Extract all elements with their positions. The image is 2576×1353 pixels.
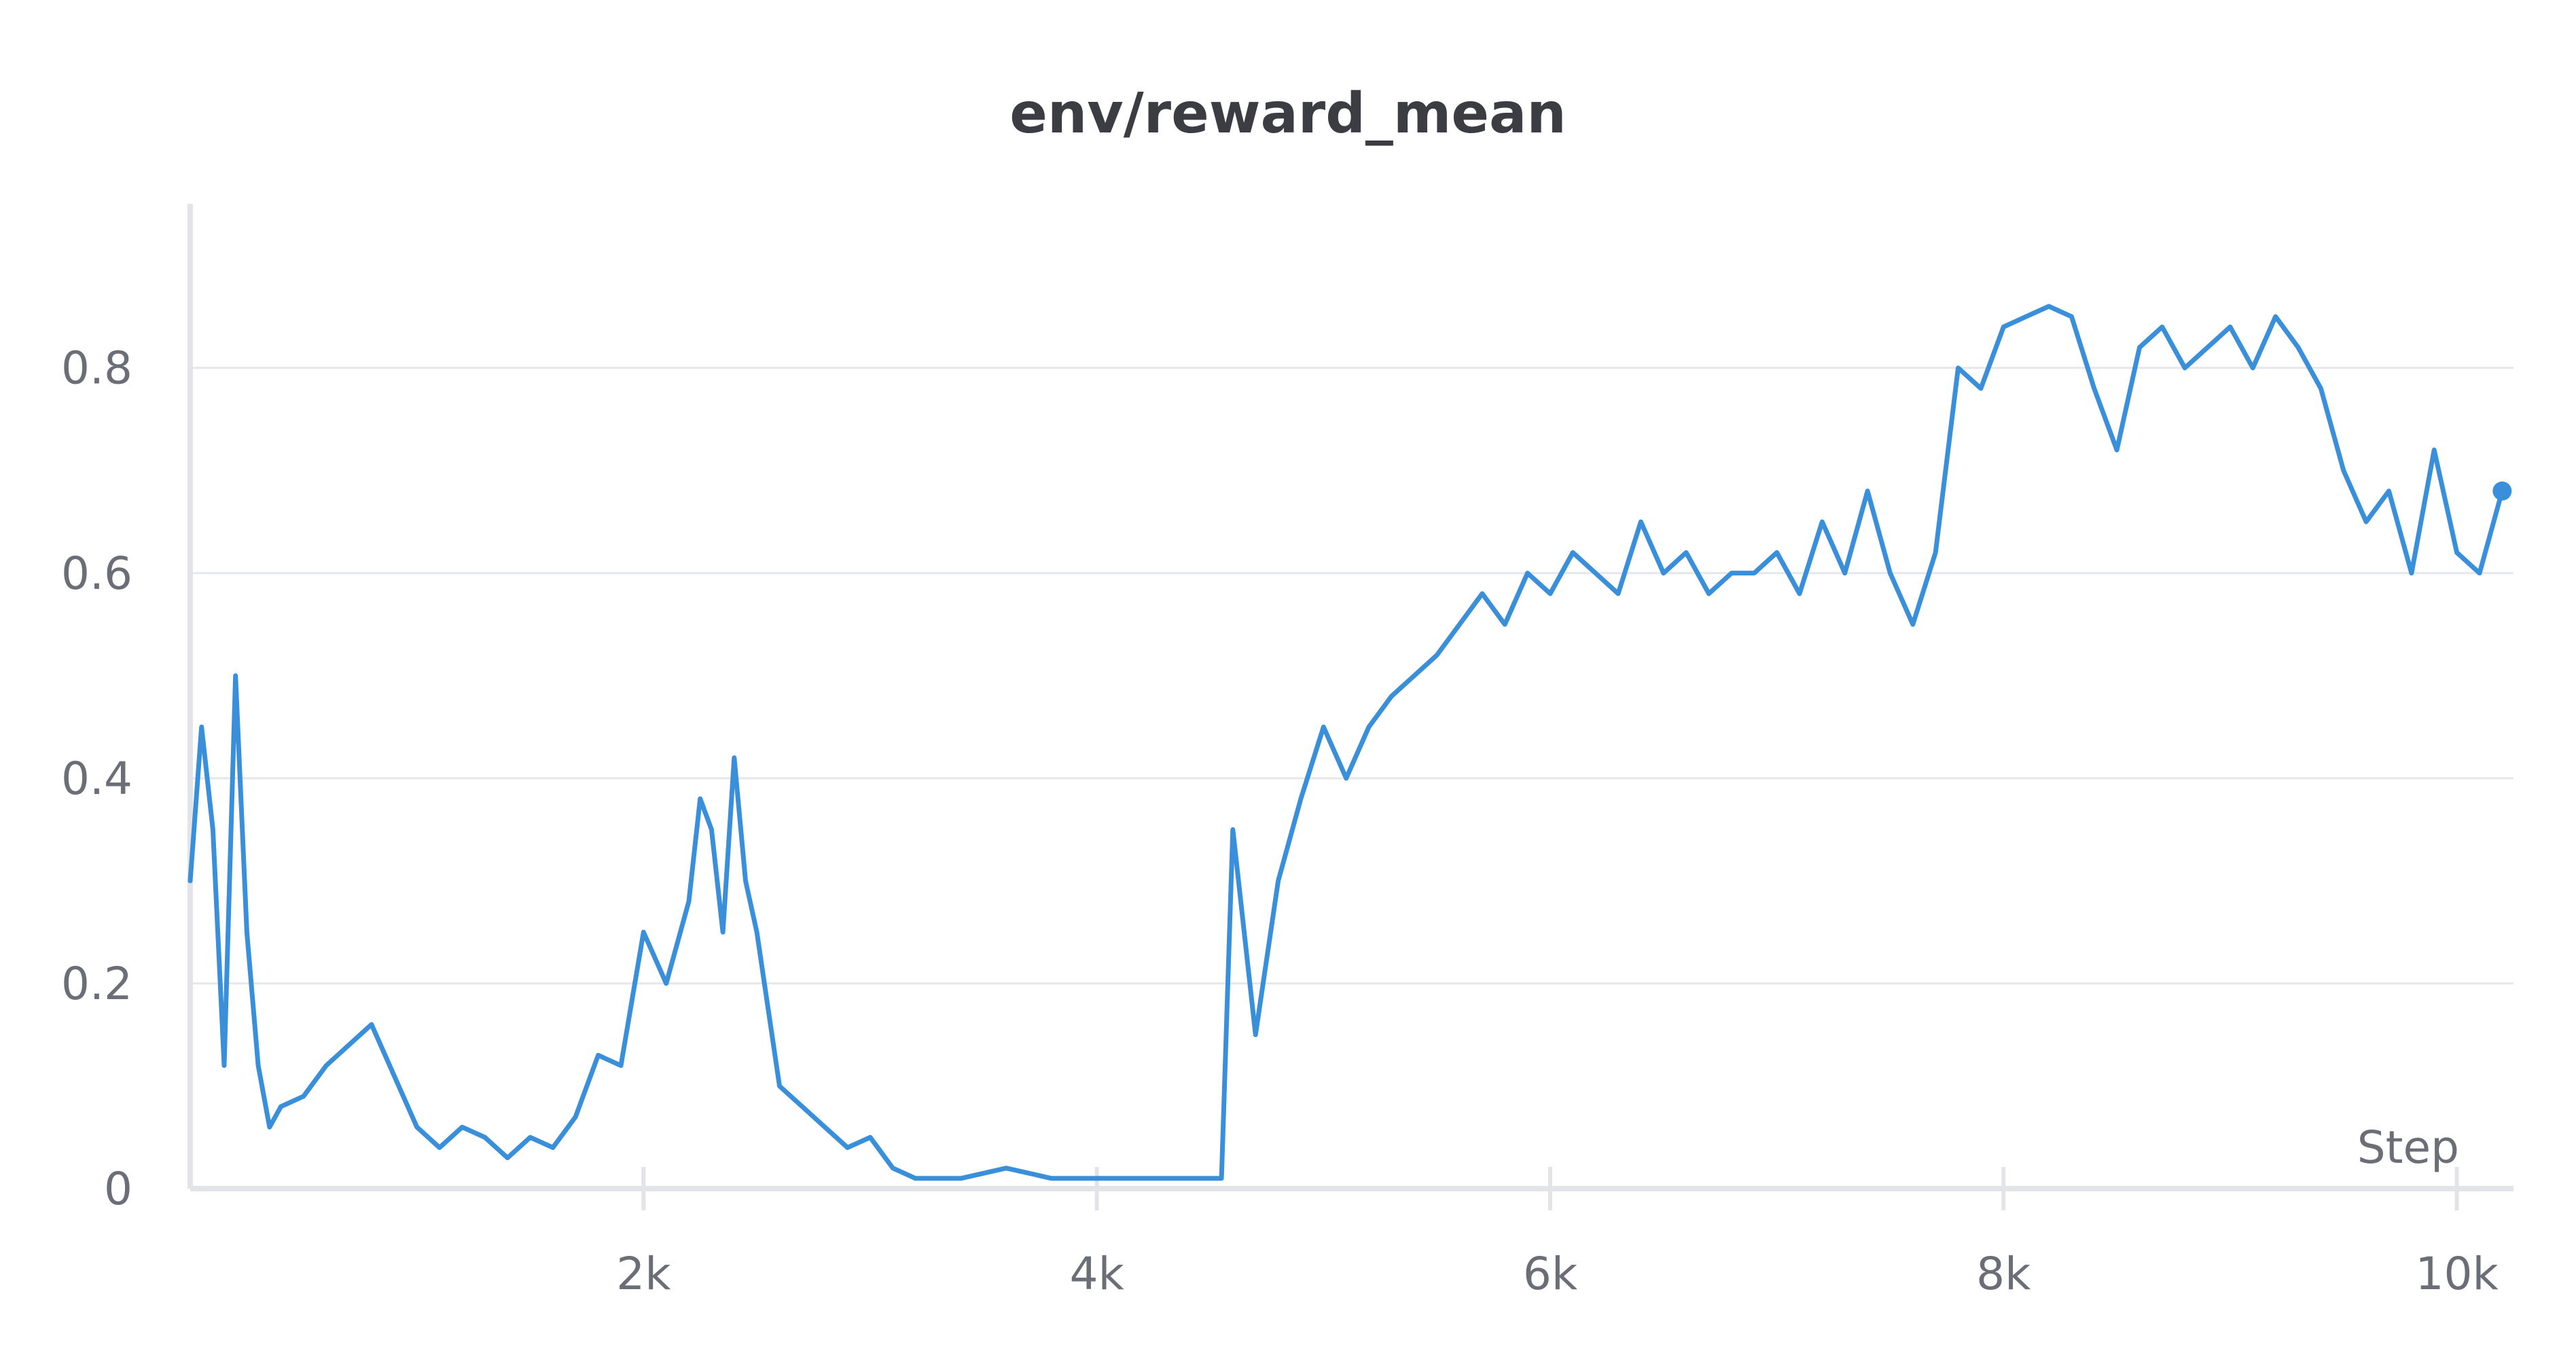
axes: [187, 204, 2514, 1210]
y-tick-label: 0: [104, 1163, 132, 1215]
plot-area: [187, 304, 2512, 1181]
tick-labels: 0 0.2 0.4 0.6 0.8 2k 4k 6k 8k 10k: [61, 342, 2499, 1300]
y-tick-label: 0.2: [61, 958, 132, 1010]
chart-title: env/reward_mean: [1009, 82, 1566, 146]
series-line: [187, 304, 2505, 1181]
x-tick-label: 8k: [1976, 1248, 2031, 1300]
y-tick-label: 0.4: [61, 753, 132, 805]
y-tick-label: 0.6: [61, 547, 132, 600]
x-tick-label: 4k: [1070, 1248, 1125, 1300]
x-axis-label: Step: [2357, 1121, 2459, 1174]
x-tick-label: 10k: [2415, 1248, 2499, 1300]
series-end-point: [2492, 481, 2512, 501]
y-tick-label: 0.8: [61, 342, 132, 395]
gridlines: [190, 367, 2514, 985]
x-tick-label: 6k: [1523, 1248, 1578, 1300]
x-tick-label: 2k: [616, 1248, 671, 1300]
